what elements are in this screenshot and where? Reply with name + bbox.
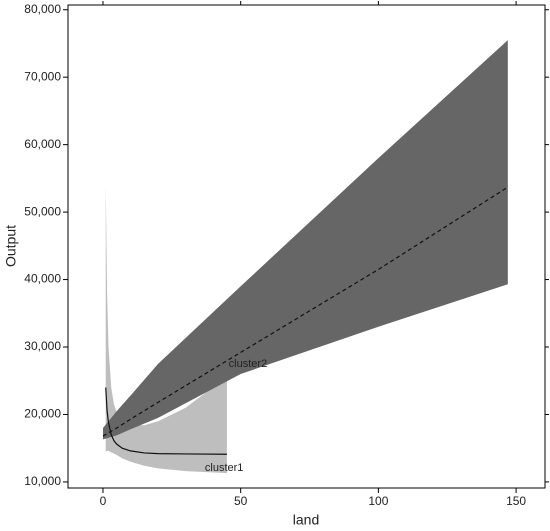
plot-frame xyxy=(67,4,546,489)
y-axis-title: Output xyxy=(3,225,19,267)
x-tick-label: 0 xyxy=(100,494,107,508)
y-tick-label: 40,000 xyxy=(24,272,61,286)
y-tick-label: 60,000 xyxy=(24,137,61,151)
y-tick-label: 20,000 xyxy=(24,407,61,421)
series-line xyxy=(105,387,227,455)
y-tick-label: 70,000 xyxy=(24,69,61,83)
y-tick-label: 10,000 xyxy=(24,474,61,488)
series-label: cluster2 xyxy=(229,358,268,370)
series-label: cluster1 xyxy=(205,462,244,474)
series-line xyxy=(102,186,509,437)
x-tick-label: 150 xyxy=(506,494,526,508)
y-tick-label: 30,000 xyxy=(24,339,61,353)
confidence-band xyxy=(105,185,227,474)
x-tick-label: 50 xyxy=(234,494,248,508)
y-tick-label: 80,000 xyxy=(24,2,61,16)
confidence-band xyxy=(102,40,508,440)
y-tick-label: 50,000 xyxy=(24,204,61,218)
x-tick-label: 100 xyxy=(368,494,388,508)
x-axis-title: land xyxy=(293,512,319,528)
